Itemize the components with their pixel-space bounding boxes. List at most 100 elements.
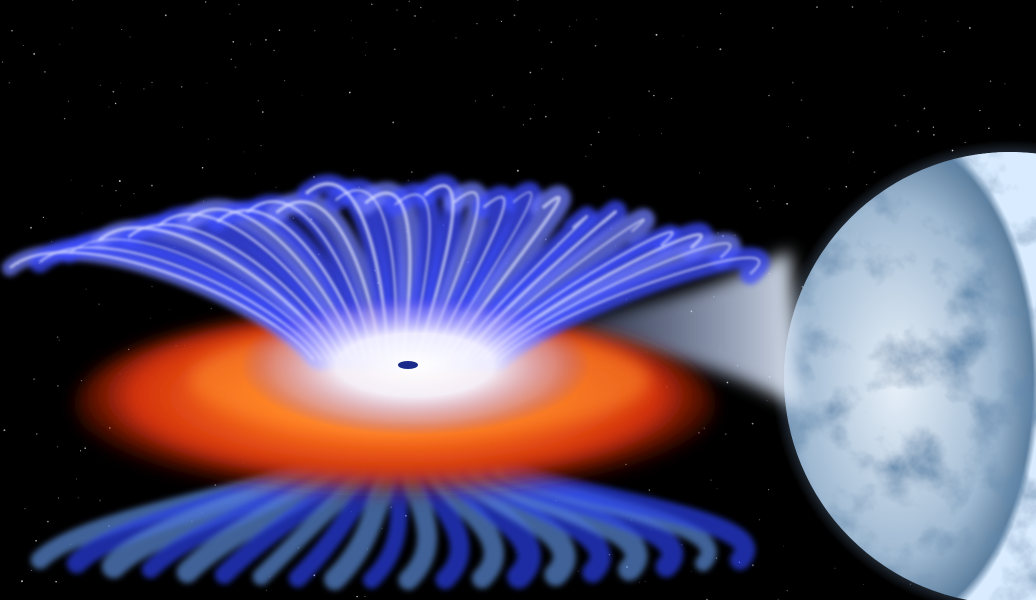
star — [21, 580, 23, 583]
star — [847, 161, 849, 163]
star — [513, 14, 516, 17]
star — [816, 6, 818, 8]
star — [214, 484, 217, 486]
star — [766, 400, 768, 402]
star — [121, 29, 123, 31]
star — [768, 489, 770, 491]
star — [828, 187, 831, 190]
star — [608, 117, 610, 119]
star — [71, 27, 73, 29]
star — [56, 336, 59, 338]
star — [719, 48, 722, 51]
star — [783, 545, 785, 547]
star — [724, 433, 727, 435]
star — [541, 68, 543, 70]
star — [262, 111, 264, 113]
star — [597, 131, 600, 134]
star — [923, 107, 926, 109]
star — [205, 1, 207, 3]
star — [75, 478, 78, 480]
star — [181, 127, 183, 129]
star — [2, 61, 4, 63]
star — [114, 102, 117, 105]
star — [51, 240, 52, 242]
star — [133, 192, 135, 195]
star — [538, 29, 540, 31]
star — [257, 100, 259, 102]
star — [1019, 124, 1021, 126]
star — [964, 141, 966, 144]
star — [933, 134, 935, 136]
star — [516, 169, 519, 172]
star — [756, 200, 759, 202]
star — [128, 348, 130, 350]
star — [751, 422, 754, 425]
star — [957, 20, 959, 22]
star — [1004, 83, 1006, 85]
star — [232, 40, 235, 43]
star — [351, 37, 353, 39]
star — [979, 109, 981, 112]
star — [496, 18, 498, 20]
star — [24, 508, 26, 510]
star — [58, 339, 60, 341]
star — [834, 567, 836, 569]
star — [365, 42, 367, 44]
star — [243, 151, 245, 153]
star — [35, 539, 37, 542]
star — [873, 171, 876, 174]
star — [917, 130, 920, 133]
star — [720, 13, 722, 15]
star — [234, 66, 237, 69]
star — [474, 100, 477, 102]
star — [529, 117, 532, 120]
star — [353, 169, 355, 171]
star — [515, 551, 517, 553]
star — [59, 43, 61, 45]
star — [408, 0, 410, 3]
star — [432, 20, 434, 22]
star — [164, 14, 167, 17]
star — [595, 18, 598, 20]
star — [715, 557, 718, 559]
star — [851, 6, 854, 8]
star — [129, 36, 131, 38]
star — [11, 29, 13, 32]
star — [696, 46, 699, 48]
star — [143, 88, 145, 90]
star — [77, 497, 79, 499]
star — [42, 216, 45, 219]
star — [108, 106, 110, 108]
star — [273, 49, 275, 52]
star — [655, 33, 658, 36]
star — [590, 144, 592, 146]
star — [348, 91, 351, 94]
star — [866, 183, 868, 185]
star — [529, 71, 532, 74]
star — [275, 186, 277, 188]
star — [845, 185, 848, 188]
star — [255, 173, 257, 175]
star — [81, 212, 83, 214]
star — [517, 0, 519, 1]
star — [229, 13, 231, 15]
star — [671, 97, 673, 99]
star — [201, 166, 204, 169]
star — [260, 145, 262, 147]
star — [35, 433, 38, 435]
star — [98, 303, 100, 305]
star — [648, 489, 651, 491]
star — [534, 104, 535, 106]
star — [371, 3, 373, 6]
star — [181, 86, 183, 88]
star — [265, 589, 267, 591]
star — [33, 52, 36, 55]
star — [206, 82, 208, 84]
star — [880, 1, 882, 2]
star — [46, 218, 48, 220]
star — [238, 4, 240, 6]
star — [55, 580, 57, 583]
star — [207, 138, 209, 140]
star — [716, 488, 718, 490]
